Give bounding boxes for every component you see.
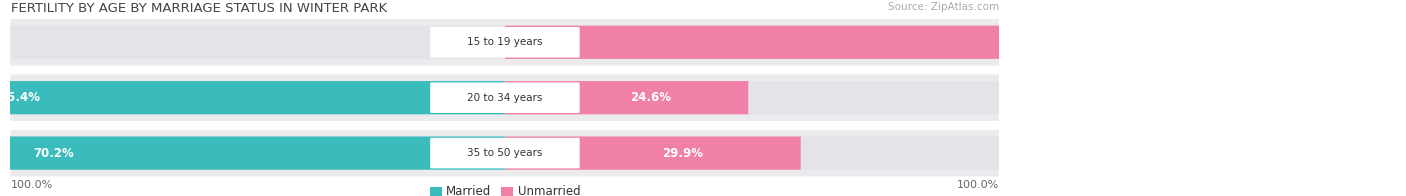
FancyBboxPatch shape	[10, 136, 1000, 170]
FancyBboxPatch shape	[430, 27, 579, 58]
Text: 20 to 34 years: 20 to 34 years	[467, 93, 543, 103]
FancyBboxPatch shape	[430, 82, 579, 113]
FancyBboxPatch shape	[505, 81, 748, 114]
Text: 70.2%: 70.2%	[34, 147, 75, 160]
Text: 35 to 50 years: 35 to 50 years	[467, 148, 543, 158]
Text: Source: ZipAtlas.com: Source: ZipAtlas.com	[889, 2, 1000, 12]
FancyBboxPatch shape	[0, 81, 505, 114]
FancyBboxPatch shape	[10, 130, 1000, 176]
FancyBboxPatch shape	[505, 136, 800, 170]
FancyBboxPatch shape	[10, 19, 1000, 65]
FancyBboxPatch shape	[10, 81, 1000, 114]
FancyBboxPatch shape	[430, 138, 579, 168]
FancyBboxPatch shape	[505, 26, 1406, 59]
Text: 15 to 19 years: 15 to 19 years	[467, 37, 543, 47]
Text: 75.4%: 75.4%	[0, 91, 41, 104]
Text: 100.0%: 100.0%	[10, 180, 52, 190]
FancyBboxPatch shape	[10, 74, 1000, 121]
Text: 24.6%: 24.6%	[630, 91, 672, 104]
Text: 100.0%: 100.0%	[1322, 36, 1369, 49]
FancyBboxPatch shape	[10, 26, 1000, 59]
Text: 29.9%: 29.9%	[662, 147, 703, 160]
Text: FERTILITY BY AGE BY MARRIAGE STATUS IN WINTER PARK: FERTILITY BY AGE BY MARRIAGE STATUS IN W…	[10, 2, 387, 15]
Text: 100.0%: 100.0%	[957, 180, 1000, 190]
Legend: Married, Unmarried: Married, Unmarried	[430, 185, 581, 196]
FancyBboxPatch shape	[0, 136, 505, 170]
